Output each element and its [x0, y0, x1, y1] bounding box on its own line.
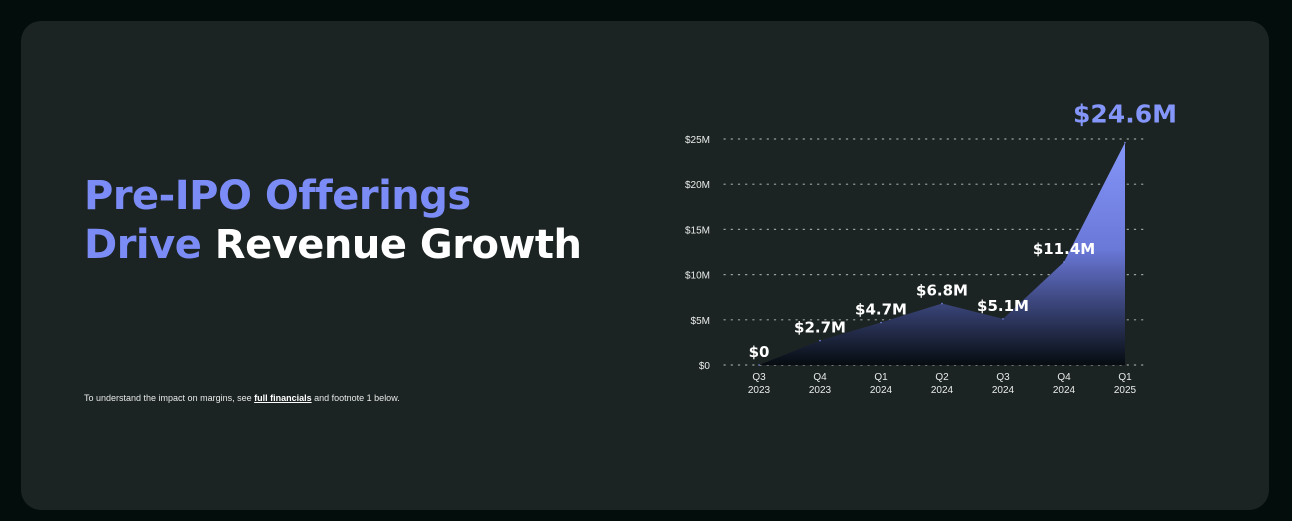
- data-point-0: [758, 364, 760, 366]
- data-label-3: $6.8M: [916, 282, 968, 300]
- y-tick-label: $15M: [685, 225, 710, 236]
- data-label-0: $0: [749, 343, 770, 361]
- x-tick-quarter: Q4: [813, 372, 827, 383]
- footnote-text: To understand the impact on margins, see…: [84, 393, 400, 403]
- x-tick-year: 2024: [870, 385, 893, 396]
- x-tick-4: Q3 2024: [992, 372, 1015, 396]
- title-line2-accent: Drive: [84, 222, 202, 268]
- x-tick-quarter: Q4: [1057, 372, 1071, 383]
- y-axis-ticks: $0 $5M $10M $15M $20M $25M: [685, 135, 710, 372]
- y-tick-label: $20M: [685, 180, 710, 191]
- x-tick-2: Q1 2024: [870, 372, 893, 396]
- data-point-1: [819, 339, 821, 342]
- x-tick-quarter: Q1: [874, 372, 888, 383]
- data-label-1: $2.7M: [794, 319, 846, 337]
- x-tick-3: Q2 2024: [931, 372, 954, 396]
- page-title: Pre-IPO Offerings Drive Revenue Growth: [84, 172, 582, 270]
- title-line1-accent: Pre-IPO Offerings: [84, 173, 471, 219]
- x-tick-year: 2024: [1053, 385, 1076, 396]
- x-axis-ticks: Q3 2023 Q4 2023 Q1 2024 Q2 2024 Q3 2024 Q4 2024 Q1 20…: [748, 372, 1137, 396]
- footnote-suffix: and footnote 1 below.: [311, 393, 400, 403]
- x-tick-5: Q4 2024: [1053, 372, 1076, 396]
- data-label-5: $11.4M: [1033, 240, 1095, 258]
- x-tick-year: 2024: [931, 385, 954, 396]
- x-tick-1: Q4 2023: [809, 372, 832, 396]
- data-label-4: $5.1M: [977, 297, 1029, 315]
- x-tick-quarter: Q3: [752, 372, 766, 383]
- data-point-4: [1002, 318, 1004, 320]
- x-tick-year: 2023: [809, 385, 832, 396]
- revenue-area: [759, 142, 1125, 365]
- full-financials-link[interactable]: full financials: [254, 393, 312, 403]
- x-tick-quarter: Q1: [1118, 372, 1132, 383]
- x-tick-year: 2023: [748, 385, 771, 396]
- x-tick-quarter: Q2: [935, 372, 949, 383]
- y-tick-label: $5M: [691, 316, 710, 327]
- x-tick-6: Q1 2025: [1114, 372, 1137, 396]
- data-point-2: [880, 321, 882, 324]
- x-tick-year: 2025: [1114, 385, 1137, 396]
- y-tick-label: $10M: [685, 271, 710, 282]
- data-point-6: [1124, 141, 1126, 144]
- y-tick-label: $0: [699, 361, 711, 372]
- data-labels: $0 $2.7M $4.7M $6.8M $5.1M $11.4M $24.6M: [749, 100, 1177, 361]
- data-label-6: $24.6M: [1073, 100, 1177, 129]
- x-tick-year: 2024: [992, 385, 1015, 396]
- data-label-2: $4.7M: [855, 301, 907, 319]
- data-point-3: [941, 302, 943, 305]
- x-tick-quarter: Q3: [996, 372, 1010, 383]
- x-tick-0: Q3 2023: [748, 372, 771, 396]
- footnote-prefix: To understand the impact on margins, see: [84, 393, 255, 403]
- title-line2-plain: Revenue Growth: [214, 222, 582, 268]
- area-series: [758, 141, 1126, 366]
- y-tick-label: $25M: [685, 135, 710, 146]
- data-point-5: [1063, 261, 1065, 263]
